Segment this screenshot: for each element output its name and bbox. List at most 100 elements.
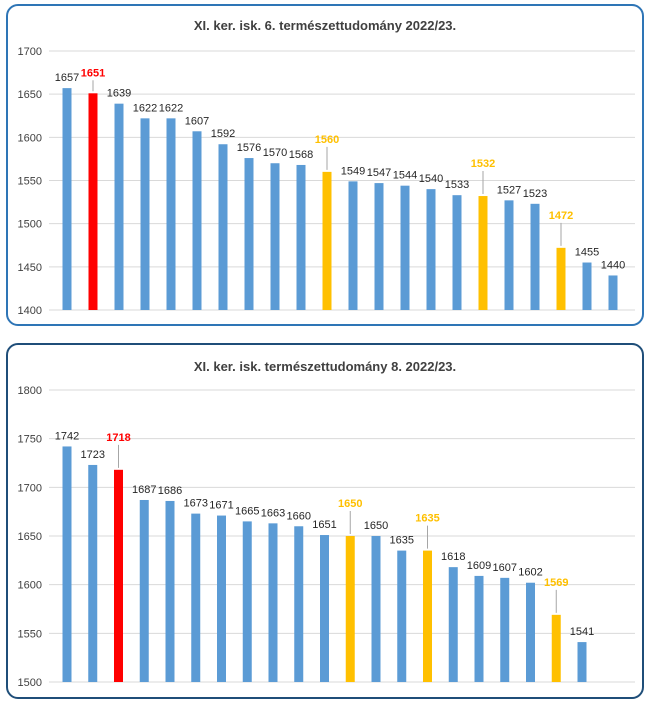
data-label: 1440 bbox=[601, 259, 625, 271]
bar bbox=[320, 535, 329, 682]
bar bbox=[166, 118, 176, 310]
data-label: 1607 bbox=[185, 115, 209, 127]
data-label: 1663 bbox=[261, 507, 285, 519]
data-label: 1650 bbox=[338, 498, 362, 510]
bar bbox=[192, 131, 202, 310]
bar bbox=[322, 171, 332, 310]
y-tick-label: 1750 bbox=[18, 434, 42, 446]
bar bbox=[88, 93, 98, 310]
data-label: 1665 bbox=[235, 505, 259, 517]
bar bbox=[426, 189, 436, 310]
bar bbox=[296, 164, 306, 310]
y-tick-label: 1550 bbox=[18, 176, 42, 188]
bar bbox=[62, 446, 72, 682]
bar bbox=[504, 200, 514, 310]
bar bbox=[114, 469, 123, 682]
bar bbox=[551, 614, 561, 682]
data-label: 1569 bbox=[544, 577, 568, 589]
bar bbox=[217, 515, 226, 682]
data-label: 1544 bbox=[393, 170, 417, 182]
data-label: 1602 bbox=[518, 567, 542, 579]
bar bbox=[244, 158, 254, 310]
data-label: 1609 bbox=[467, 560, 491, 572]
bar bbox=[474, 575, 484, 682]
data-label: 1455 bbox=[575, 247, 599, 259]
data-label: 1650 bbox=[364, 520, 388, 532]
y-tick-label: 1500 bbox=[18, 219, 42, 231]
bar bbox=[577, 642, 587, 682]
bar bbox=[448, 567, 458, 682]
y-tick-label: 1700 bbox=[18, 46, 42, 58]
data-label: 1540 bbox=[419, 173, 443, 185]
y-tick-label: 1400 bbox=[18, 305, 42, 317]
data-label: 1568 bbox=[289, 149, 313, 161]
y-tick-label: 1500 bbox=[18, 677, 42, 689]
y-tick-label: 1600 bbox=[18, 580, 42, 592]
data-label: 1718 bbox=[106, 432, 130, 444]
data-label: 1671 bbox=[209, 500, 233, 512]
bar bbox=[400, 185, 410, 310]
data-label: 1622 bbox=[133, 102, 157, 114]
bar bbox=[582, 262, 592, 310]
data-label: 1592 bbox=[211, 128, 235, 140]
bar bbox=[242, 521, 252, 682]
bar bbox=[423, 550, 432, 682]
y-tick-label: 1650 bbox=[18, 531, 42, 543]
data-label: 1570 bbox=[263, 147, 287, 159]
data-label: 1723 bbox=[81, 449, 105, 461]
data-label: 1527 bbox=[497, 184, 521, 196]
data-label: 1472 bbox=[549, 210, 573, 222]
bar bbox=[139, 499, 149, 682]
bar bbox=[478, 196, 488, 310]
bar bbox=[114, 103, 124, 310]
data-label: 1618 bbox=[441, 551, 465, 563]
bar bbox=[397, 550, 407, 682]
data-label: 1742 bbox=[55, 430, 79, 442]
bar bbox=[345, 536, 355, 682]
bar bbox=[140, 118, 150, 310]
data-label: 1523 bbox=[523, 188, 547, 200]
y-tick-label: 1550 bbox=[18, 628, 42, 640]
data-label: 1660 bbox=[287, 510, 311, 522]
bar bbox=[88, 464, 98, 682]
bar bbox=[526, 582, 535, 682]
bar bbox=[348, 181, 358, 310]
bar bbox=[268, 523, 278, 682]
bar bbox=[294, 526, 304, 682]
bar bbox=[191, 513, 201, 682]
data-label: 1622 bbox=[159, 102, 183, 114]
y-tick-label: 1650 bbox=[18, 89, 42, 101]
bar bbox=[371, 536, 381, 682]
data-label: 1687 bbox=[132, 484, 156, 496]
data-label: 1673 bbox=[184, 498, 208, 510]
data-label: 1651 bbox=[81, 67, 105, 79]
data-label: 1635 bbox=[415, 513, 439, 525]
data-label: 1576 bbox=[237, 142, 261, 154]
y-tick-label: 1700 bbox=[18, 482, 42, 494]
y-tick-label: 1800 bbox=[18, 385, 42, 397]
bar bbox=[270, 163, 280, 310]
data-label: 1533 bbox=[445, 179, 469, 191]
data-label: 1651 bbox=[312, 519, 336, 531]
data-label: 1607 bbox=[493, 562, 517, 574]
data-label: 1657 bbox=[55, 72, 79, 84]
data-label: 1639 bbox=[107, 88, 131, 100]
data-label: 1635 bbox=[390, 535, 414, 547]
y-tick-label: 1450 bbox=[18, 262, 42, 274]
chart-title: XI. ker. isk. természettudomány 8. 2022/… bbox=[193, 359, 457, 374]
bar bbox=[452, 195, 462, 310]
y-tick-label: 1600 bbox=[18, 132, 42, 144]
chart-title: XI. ker. isk. 6. természettudomány 2022/… bbox=[193, 18, 457, 33]
data-label: 1541 bbox=[570, 626, 594, 638]
bar bbox=[374, 183, 384, 310]
bar bbox=[608, 275, 618, 310]
bar bbox=[165, 500, 175, 682]
data-label: 1532 bbox=[471, 158, 495, 170]
data-label: 1547 bbox=[367, 167, 391, 179]
data-label: 1686 bbox=[158, 485, 182, 497]
bar bbox=[530, 203, 540, 310]
bar bbox=[556, 247, 566, 310]
data-label: 1549 bbox=[341, 165, 365, 177]
